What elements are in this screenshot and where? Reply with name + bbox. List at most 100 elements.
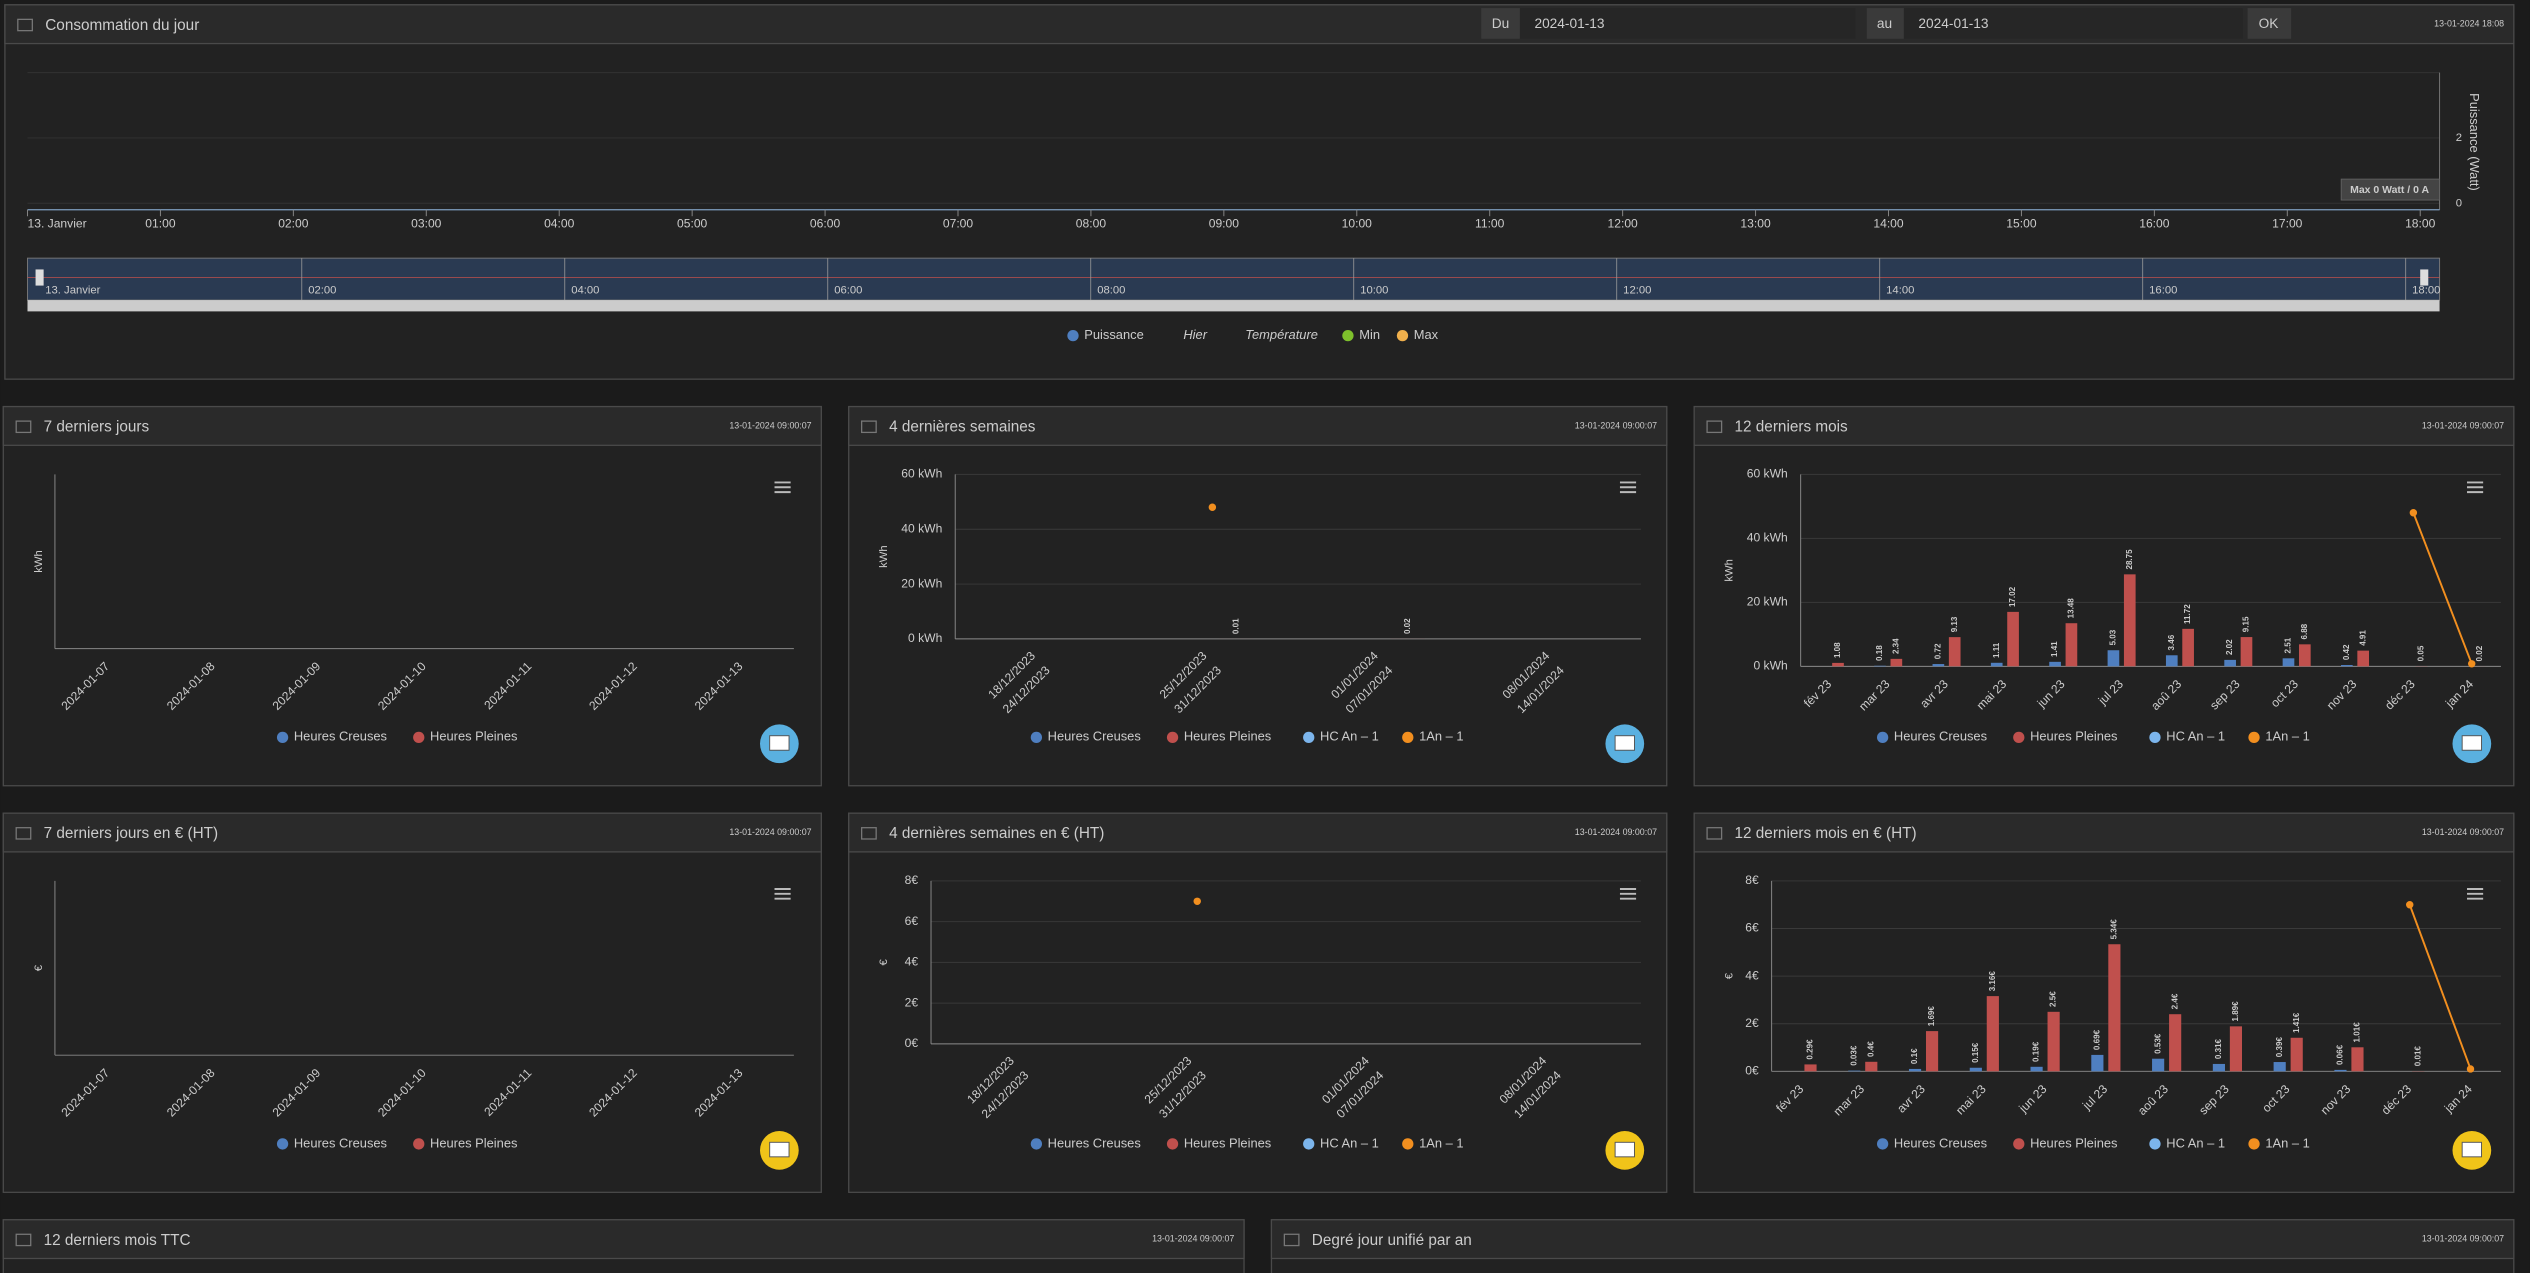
legend-item[interactable]: Température — [1245, 327, 1318, 342]
icon-glyph — [2461, 1141, 2483, 1158]
legend-label: Heures Pleines — [2030, 1135, 2117, 1150]
scrollbar[interactable] — [27, 300, 2440, 312]
y-tick-label: 60 kWh — [901, 467, 942, 481]
navigator-label: 02:00 — [308, 284, 336, 296]
legend-item[interactable]: Heures Pleines — [2013, 729, 2118, 744]
legend-item[interactable]: Hier — [1183, 327, 1207, 342]
x-tick-label: 18:00 — [2405, 216, 2436, 230]
bar — [2165, 655, 2178, 667]
legend-item[interactable]: 1An – 1 — [2248, 729, 2310, 744]
legend-item[interactable]: Heures Pleines — [1166, 729, 1271, 744]
ok-button[interactable] — [2247, 8, 2292, 39]
legend-marker — [1166, 731, 1179, 743]
point — [1208, 503, 1217, 511]
panel-header — [848, 812, 1668, 853]
panel-header — [1693, 405, 2515, 446]
legend-item[interactable]: 1An – 1 — [2248, 1135, 2310, 1150]
y-tick-label: 4€ — [1745, 968, 1759, 982]
legend-item[interactable]: Puissance — [1067, 327, 1144, 342]
chart-icon — [15, 827, 32, 840]
legend-item[interactable]: Heures Creuses — [1876, 1135, 1987, 1150]
legend-label: Heures Creuses — [1894, 729, 1987, 744]
navigator[interactable] — [27, 257, 2441, 301]
bar — [2007, 611, 2019, 667]
bar — [1948, 637, 1961, 667]
legend-item[interactable]: Heures Pleines — [413, 729, 517, 744]
bar — [2123, 574, 2136, 667]
legend-marker — [2013, 731, 2025, 743]
bar — [1832, 662, 1844, 667]
timestamp: 13-01-2024 09:00:07 — [2422, 420, 2504, 430]
data-label: 28.75 — [2125, 549, 2134, 570]
legend-item[interactable]: HC An – 1 — [1303, 729, 1379, 744]
legend-marker — [1030, 731, 1043, 743]
legend-item[interactable]: 1An – 1 — [1402, 1135, 1464, 1150]
data-label: 0.72 — [1933, 643, 1942, 659]
y-tick-label: 0 — [2456, 197, 2462, 209]
x-tick-label: 17:00 — [2272, 216, 2303, 230]
date-input[interactable] — [1519, 8, 1856, 39]
data-label: 0.29€ — [1806, 1039, 1815, 1060]
navigator-label: 08:00 — [1097, 284, 1125, 296]
icon-glyph — [1614, 1141, 1635, 1158]
legend-item[interactable]: HC An – 1 — [2149, 1135, 2225, 1150]
legend-label: 1An – 1 — [2265, 1135, 2309, 1150]
panel-title: Consommation du jour — [45, 17, 199, 34]
legend-item[interactable]: HC An – 1 — [1303, 1135, 1379, 1150]
bar — [2212, 1063, 2225, 1072]
legend-item[interactable]: Heures Pleines — [2013, 1135, 2118, 1150]
legend-item[interactable]: Heures Creuses — [1876, 729, 1987, 744]
bar — [2224, 659, 2236, 667]
data-label: 5.03 — [2109, 629, 2118, 645]
y-tick-label: 20 kWh — [1747, 595, 1788, 609]
date-input[interactable] — [1903, 8, 2243, 39]
legend-item[interactable]: Heures Pleines — [1166, 1135, 1271, 1150]
navigator-label: 16:00 — [2149, 284, 2177, 296]
data-label: 0.03€ — [1849, 1045, 1858, 1066]
legend-item[interactable]: Min — [1342, 327, 1380, 342]
x-tick-label: 14:00 — [1873, 216, 1904, 230]
legend-item[interactable]: Heures Creuses — [276, 729, 387, 744]
panel-title: 12 derniers mois — [1735, 419, 1849, 436]
legend-item[interactable]: Max — [1396, 327, 1439, 342]
x-tick-label: 09:00 — [1209, 216, 1240, 230]
y-tick-label: 6€ — [1745, 921, 1759, 935]
legend-marker — [413, 1138, 425, 1150]
data-label: 0.05 — [2417, 645, 2426, 661]
data-label: 0.1€ — [1910, 1048, 1919, 1064]
data-label: 0.39€ — [2275, 1037, 2284, 1058]
legend-item[interactable]: Heures Creuses — [276, 1135, 387, 1150]
bar — [2030, 1066, 2043, 1072]
bar — [2290, 1037, 2303, 1072]
data-label: 0.01€ — [2413, 1046, 2422, 1067]
legend-marker — [413, 731, 425, 743]
point — [2406, 901, 2414, 909]
handle[interactable] — [2420, 269, 2429, 286]
data-label: 0.19€ — [2032, 1041, 2041, 1062]
legend-label: Min — [1359, 327, 1380, 342]
bar — [1986, 996, 1999, 1072]
panel-title: 12 derniers mois en € (HT) — [1735, 825, 1917, 842]
data-label: 1.41 — [2050, 641, 2059, 657]
legend-item[interactable]: 1An – 1 — [1402, 729, 1464, 744]
legend-item[interactable]: Heures Pleines — [413, 1135, 517, 1150]
data-label: 2.02 — [2225, 639, 2234, 655]
legend-item[interactable]: Heures Creuses — [1030, 729, 1141, 744]
legend-item[interactable]: Heures Creuses — [1030, 1135, 1141, 1150]
panel-header — [1693, 812, 2515, 853]
y-tick-label: 0 kWh — [908, 631, 942, 645]
legend-marker — [276, 731, 289, 743]
y-tick-label: 2€ — [1745, 1016, 1759, 1030]
icon-glyph — [1614, 735, 1635, 751]
panel-header — [2, 405, 822, 446]
bar — [1865, 1061, 1878, 1072]
legend-marker — [1303, 1138, 1315, 1150]
bar — [1890, 658, 1903, 667]
data-label: 1.01€ — [2353, 1022, 2362, 1043]
y-tick-label: 20 kWh — [901, 576, 942, 590]
handle[interactable] — [35, 269, 44, 286]
chart-icon — [15, 1233, 32, 1247]
data-label: 2.34 — [1891, 638, 1900, 654]
legend-item[interactable]: HC An – 1 — [2149, 729, 2225, 744]
